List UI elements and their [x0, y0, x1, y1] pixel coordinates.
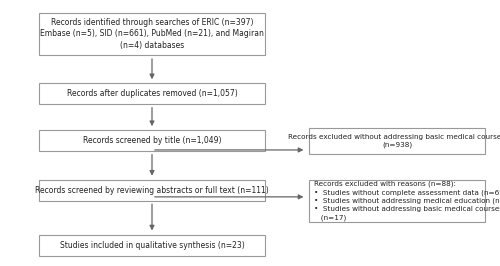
FancyBboxPatch shape [309, 180, 485, 222]
Text: Records screened by title (n=1,049): Records screened by title (n=1,049) [83, 136, 221, 145]
FancyBboxPatch shape [309, 128, 485, 154]
FancyBboxPatch shape [40, 130, 264, 151]
Text: Studies included in qualitative synthesis (n=23): Studies included in qualitative synthesi… [60, 240, 244, 250]
FancyBboxPatch shape [40, 180, 264, 201]
Text: Records excluded without addressing basic medical courses
(n=938): Records excluded without addressing basi… [288, 134, 500, 148]
FancyBboxPatch shape [40, 84, 264, 104]
Text: Records screened by reviewing abstracts or full text (n=111): Records screened by reviewing abstracts … [35, 186, 269, 195]
Text: Records identified through searches of ERIC (n=397)
Embase (n=5), SID (n=661), P: Records identified through searches of E… [40, 18, 264, 50]
Text: Records excluded with reasons (n=88):
•  Studies without complete assessment dat: Records excluded with reasons (n=88): • … [314, 181, 500, 221]
FancyBboxPatch shape [40, 235, 264, 256]
Text: Records after duplicates removed (n=1,057): Records after duplicates removed (n=1,05… [66, 89, 237, 98]
FancyBboxPatch shape [40, 13, 264, 55]
